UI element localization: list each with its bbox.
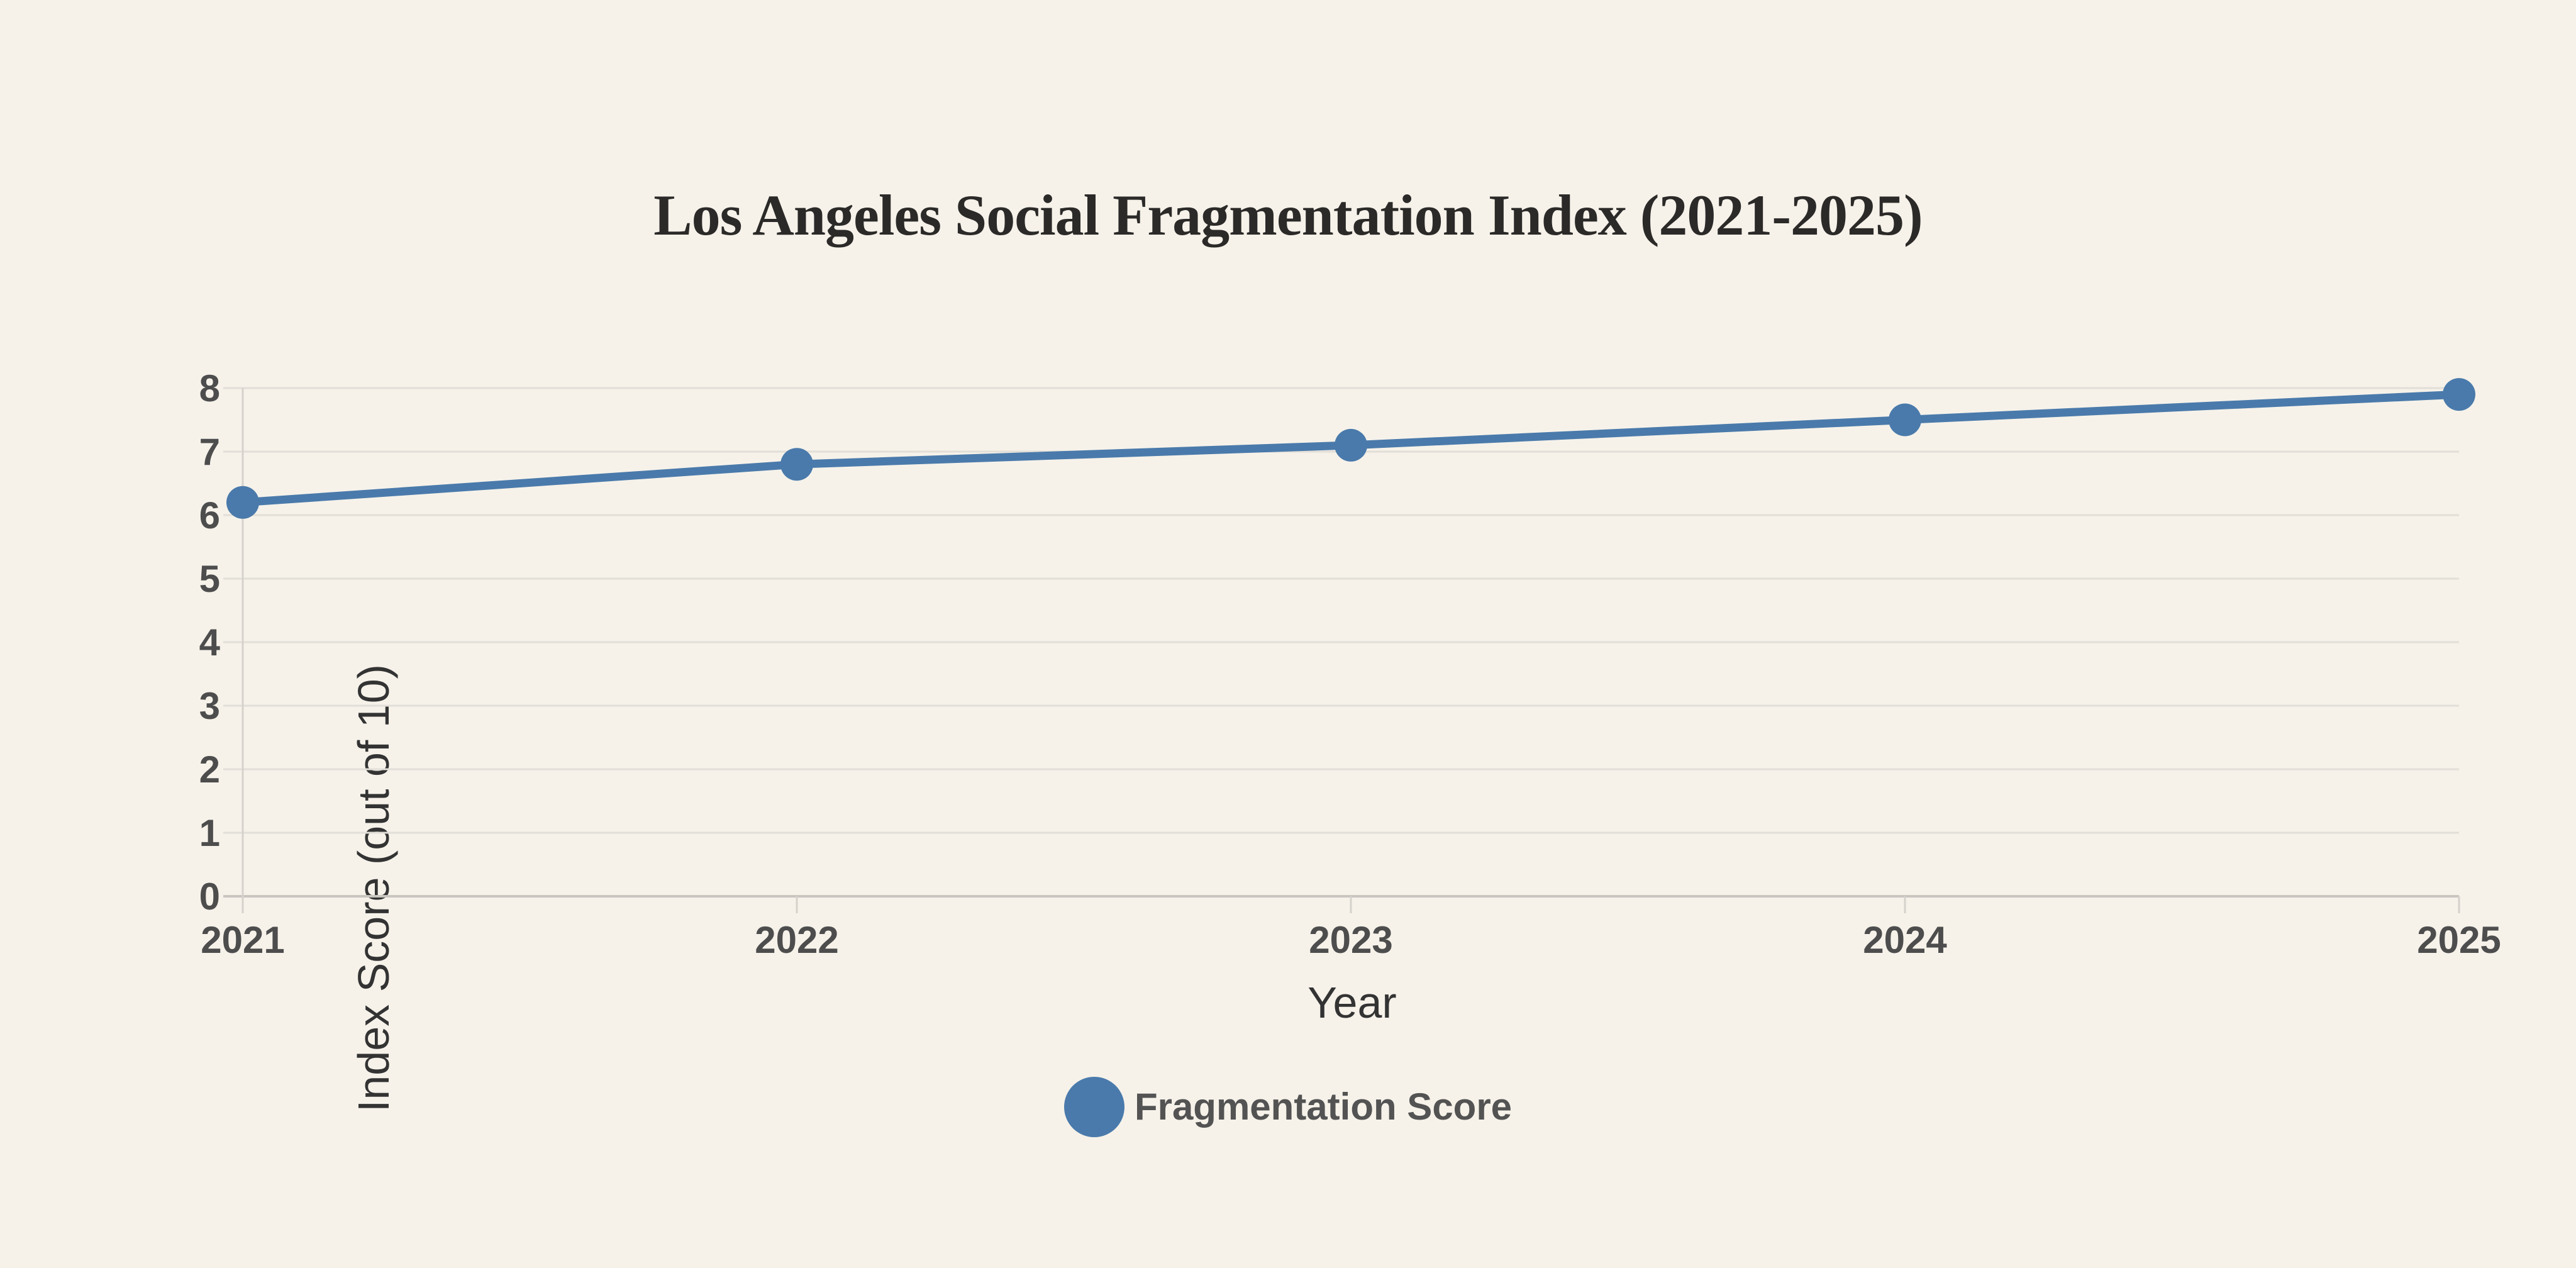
legend-label: Fragmentation Score (1134, 1086, 1513, 1128)
legend[interactable]: Fragmentation Score (0, 1077, 2576, 1137)
y-tick-label: 4 (199, 621, 221, 664)
x-tick-label: 2024 (1863, 919, 1947, 961)
y-tick-label: 8 (199, 367, 220, 409)
y-tick-label: 6 (199, 494, 220, 537)
data-point[interactable] (226, 486, 259, 519)
y-tick-label: 3 (199, 685, 220, 727)
data-point[interactable] (1335, 428, 1367, 462)
x-tick-label: 2022 (755, 919, 838, 961)
y-tick-label: 5 (199, 558, 220, 600)
y-tick-label: 1 (199, 812, 220, 854)
x-tick-label: 2021 (201, 919, 284, 961)
x-axis-title: Year (1307, 978, 1397, 1027)
x-tick-label: 2025 (2417, 919, 2501, 961)
chart-title: Los Angeles Social Fragmentation Index (… (653, 183, 1923, 247)
x-tick-label: 2023 (1309, 919, 1392, 961)
data-point[interactable] (2443, 378, 2475, 411)
data-point[interactable] (1889, 403, 1921, 437)
legend-marker-circle-icon (1063, 1077, 1124, 1137)
y-tick-label: 7 (199, 431, 220, 473)
y-tick-label: 2 (199, 748, 220, 791)
y-tick-label: 0 (199, 876, 220, 918)
data-point[interactable] (780, 448, 813, 481)
